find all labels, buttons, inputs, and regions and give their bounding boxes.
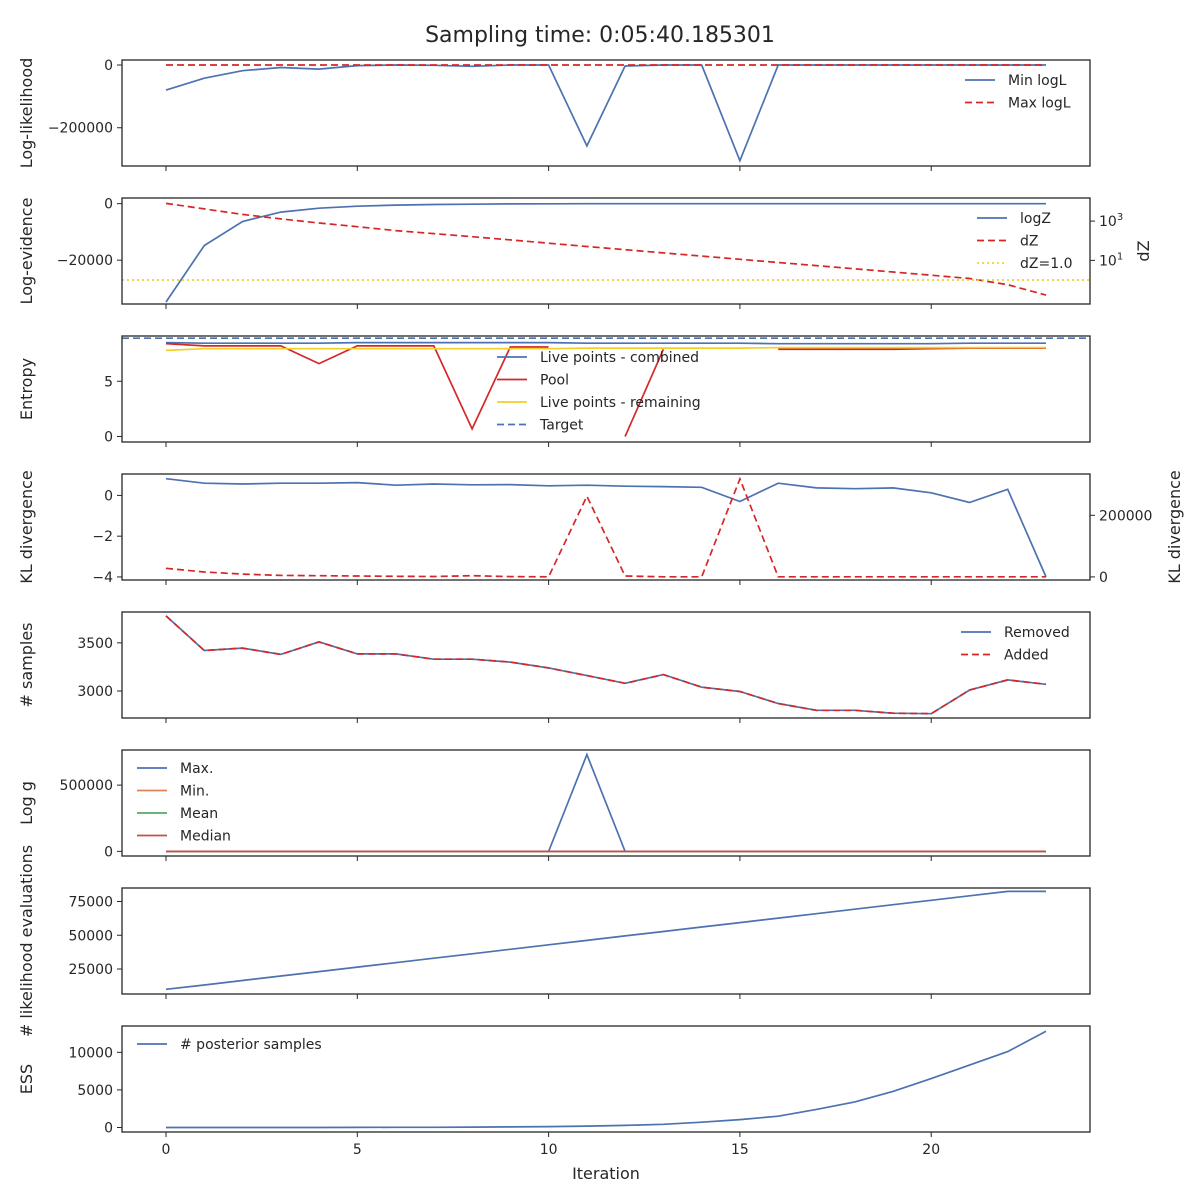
series-line bbox=[165, 346, 1046, 352]
legend-label: Live points - remaining bbox=[540, 395, 701, 411]
series-line bbox=[165, 341, 1046, 345]
y-tick-label: 0 bbox=[104, 844, 113, 860]
plot-area bbox=[122, 337, 1090, 437]
axes-frame bbox=[121, 197, 1091, 305]
axes-frame bbox=[121, 335, 1091, 443]
y-axis-label: Log g bbox=[17, 781, 36, 825]
plot-area bbox=[165, 476, 1047, 578]
series-line bbox=[165, 342, 549, 431]
panel-2: 0 −20000 103 101 Log-evidence dZ logZ dZ dZ=1.0 bbox=[17, 197, 1153, 309]
panel-5: 3500 3000 # samples Removed Added bbox=[17, 611, 1091, 723]
figure-title: Sampling time: 0:05:40.185301 bbox=[425, 23, 775, 48]
plot-area bbox=[166, 752, 1046, 853]
y2-axis-label: KL divergence bbox=[1165, 470, 1184, 583]
y-axis-label: # likelihood evaluations bbox=[17, 845, 36, 1037]
axes-frame bbox=[121, 611, 1091, 719]
x-tick-label: 20 bbox=[922, 1142, 940, 1158]
y-tick-label: −20000 bbox=[57, 253, 113, 269]
y-tick-label: 500000 bbox=[60, 778, 113, 794]
axes-frame bbox=[121, 1025, 1091, 1133]
series-line bbox=[165, 202, 1046, 303]
panel-1: 0 −200000 Log-likelihood Min logL Max logL bbox=[17, 58, 1091, 171]
y-axis-label: # samples bbox=[17, 623, 36, 708]
panel-3: 5 0 Entropy Live points - combined Pool Live … bbox=[17, 335, 1091, 447]
panel-6: 500000 0 Log g Max. Min. Mean Median bbox=[17, 749, 1091, 861]
y-axis-label: Log-likelihood bbox=[17, 58, 36, 169]
plot-area bbox=[165, 64, 1046, 163]
legend-label: # posterior samples bbox=[180, 1037, 322, 1053]
y-tick-label: 0 bbox=[104, 58, 113, 74]
y-axis-label: Entropy bbox=[17, 358, 36, 420]
y-tick-label: 3500 bbox=[77, 636, 113, 652]
axes-frame bbox=[121, 887, 1091, 995]
legend-label: Median bbox=[180, 829, 231, 845]
y-axis-label: Log-evidence bbox=[17, 198, 36, 305]
legend-label: dZ bbox=[1020, 234, 1038, 250]
legend-label: Max. bbox=[180, 761, 213, 777]
legend-label: Target bbox=[539, 418, 584, 434]
y-axis-label: ESS bbox=[17, 1064, 36, 1094]
panel-7: 75000 50000 25000 # likelihood evaluations bbox=[17, 845, 1091, 1037]
y-tick-label: 0 bbox=[104, 429, 113, 445]
plot-area bbox=[165, 615, 1047, 715]
axes-frame bbox=[121, 749, 1091, 857]
series-line bbox=[165, 615, 1047, 715]
series-line bbox=[624, 348, 665, 437]
y-tick-label: 50000 bbox=[68, 928, 113, 944]
axes-frame bbox=[121, 59, 1091, 167]
plot-area bbox=[165, 890, 1046, 991]
series-line bbox=[165, 890, 1046, 991]
legend-label: Pool bbox=[540, 373, 569, 389]
legend-label: logZ bbox=[1020, 211, 1051, 227]
axes-frame bbox=[121, 473, 1091, 581]
y-tick-label: 10000 bbox=[68, 1045, 113, 1061]
y2-tick-label: 103 bbox=[1099, 212, 1123, 230]
panel-4: 0 −2 −4 200000 0 KL divergence KL divergence bbox=[17, 470, 1184, 586]
x-axis-label: Iteration bbox=[572, 1164, 640, 1183]
series-line bbox=[165, 615, 1047, 715]
y2-axis-label: dZ bbox=[1134, 240, 1153, 261]
y-tick-label: 0 bbox=[104, 488, 113, 504]
y-axis-label: KL divergence bbox=[17, 470, 36, 583]
series-line bbox=[165, 476, 1046, 578]
plot-area bbox=[122, 202, 1090, 303]
x-tick-label: 15 bbox=[731, 1142, 749, 1158]
x-tick-label: 10 bbox=[540, 1142, 558, 1158]
legend-label: Min logL bbox=[1008, 73, 1067, 89]
series-line bbox=[165, 202, 1047, 296]
series-line bbox=[166, 1030, 1047, 1129]
y2-tick-label: 101 bbox=[1099, 251, 1123, 269]
y2-tick-label: 0 bbox=[1099, 570, 1108, 586]
y-tick-label: 25000 bbox=[68, 962, 113, 978]
y-tick-label: −200000 bbox=[48, 121, 113, 137]
y2-tick-label: 200000 bbox=[1099, 508, 1152, 524]
legend-label: dZ=1.0 bbox=[1020, 256, 1072, 272]
legend-label: Live points - combined bbox=[540, 350, 699, 366]
y-tick-label: −2 bbox=[92, 529, 113, 545]
panel-8: 10000 5000 0 0 5 10 15 20 ESS # posterior samples bbox=[17, 1025, 1091, 1158]
series-line bbox=[166, 752, 1046, 853]
y-tick-label: 3000 bbox=[77, 684, 113, 700]
y-tick-label: −4 bbox=[92, 570, 113, 586]
legend-label: Added bbox=[1004, 648, 1049, 664]
y-tick-label: 0 bbox=[104, 197, 113, 213]
y-tick-label: 75000 bbox=[68, 895, 113, 911]
legend-label: Removed bbox=[1004, 625, 1070, 641]
plot-area bbox=[166, 1030, 1047, 1129]
x-tick-label: 0 bbox=[162, 1142, 171, 1158]
y-tick-label: 0 bbox=[104, 1120, 113, 1136]
y-tick-label: 5000 bbox=[77, 1083, 113, 1099]
legend-label: Mean bbox=[180, 806, 218, 822]
y-tick-label: 5 bbox=[104, 374, 113, 390]
legend-label: Min. bbox=[180, 784, 209, 800]
x-tick-label: 5 bbox=[353, 1142, 362, 1158]
series-line bbox=[165, 64, 1046, 163]
legend-label: Max logL bbox=[1008, 96, 1071, 112]
series-line bbox=[165, 477, 1047, 578]
